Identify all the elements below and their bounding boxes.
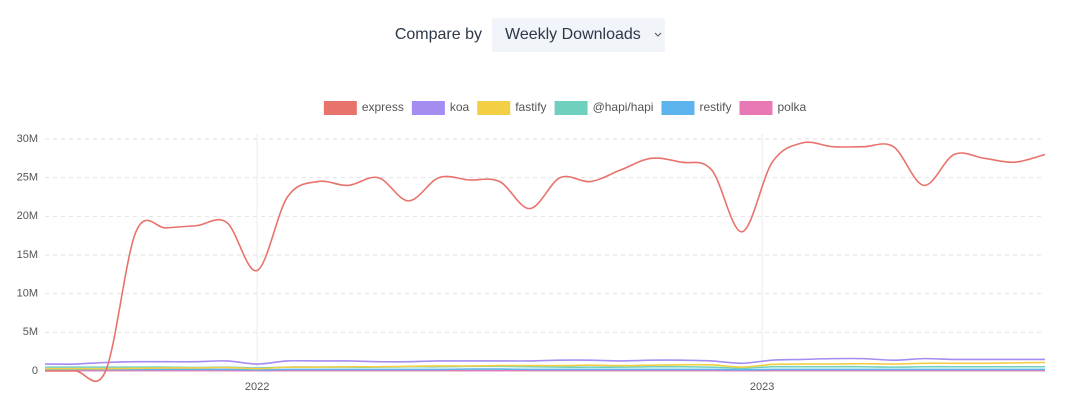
chevron[interactable] [654, 32, 662, 37]
legend-swatch [661, 101, 695, 115]
legend-label: fastify [515, 100, 546, 114]
y-tick-label: 30M [17, 133, 38, 145]
y-tick-label: 25M [17, 172, 38, 184]
legend-item: restify [661, 100, 731, 115]
x-tick-label: 2023 [750, 381, 774, 393]
legend-item: koa [411, 100, 470, 115]
dropdown[interactable]: Weekly Downloads [492, 18, 665, 52]
legend-label: koa [450, 100, 470, 114]
y-tick-label: 15M [17, 249, 38, 261]
y-tick-label: 10M [17, 288, 38, 300]
x-tick-label: 2022 [245, 381, 269, 393]
legend-swatch [554, 101, 588, 115]
legend-item: @hapi/hapi [554, 100, 654, 115]
series-line [44, 141, 1046, 382]
compare-label: Compare by [395, 26, 482, 43]
legend-label: @hapi/hapi [593, 100, 654, 114]
y-tick-label: 0 [32, 365, 38, 377]
legend-swatch [411, 101, 445, 115]
legend-swatch [323, 101, 357, 115]
y-tick-label: 5M [23, 326, 38, 338]
legend-label: restify [699, 100, 731, 114]
dropdown-value[interactable]: Weekly Downloads [505, 26, 641, 43]
dropdown-box[interactable] [492, 18, 665, 52]
legend-swatch [477, 101, 511, 115]
legend-item: polka [739, 100, 806, 115]
legend-item: express [323, 100, 404, 115]
y-tick-label: 20M [17, 210, 38, 222]
legend-item: fastify [477, 100, 547, 115]
legend-label: polka [777, 100, 806, 114]
series-line [45, 361, 1046, 370]
legend-swatch [739, 101, 773, 115]
series-line [44, 357, 1045, 365]
legend-label: express [362, 100, 404, 114]
series-line [45, 368, 1045, 371]
